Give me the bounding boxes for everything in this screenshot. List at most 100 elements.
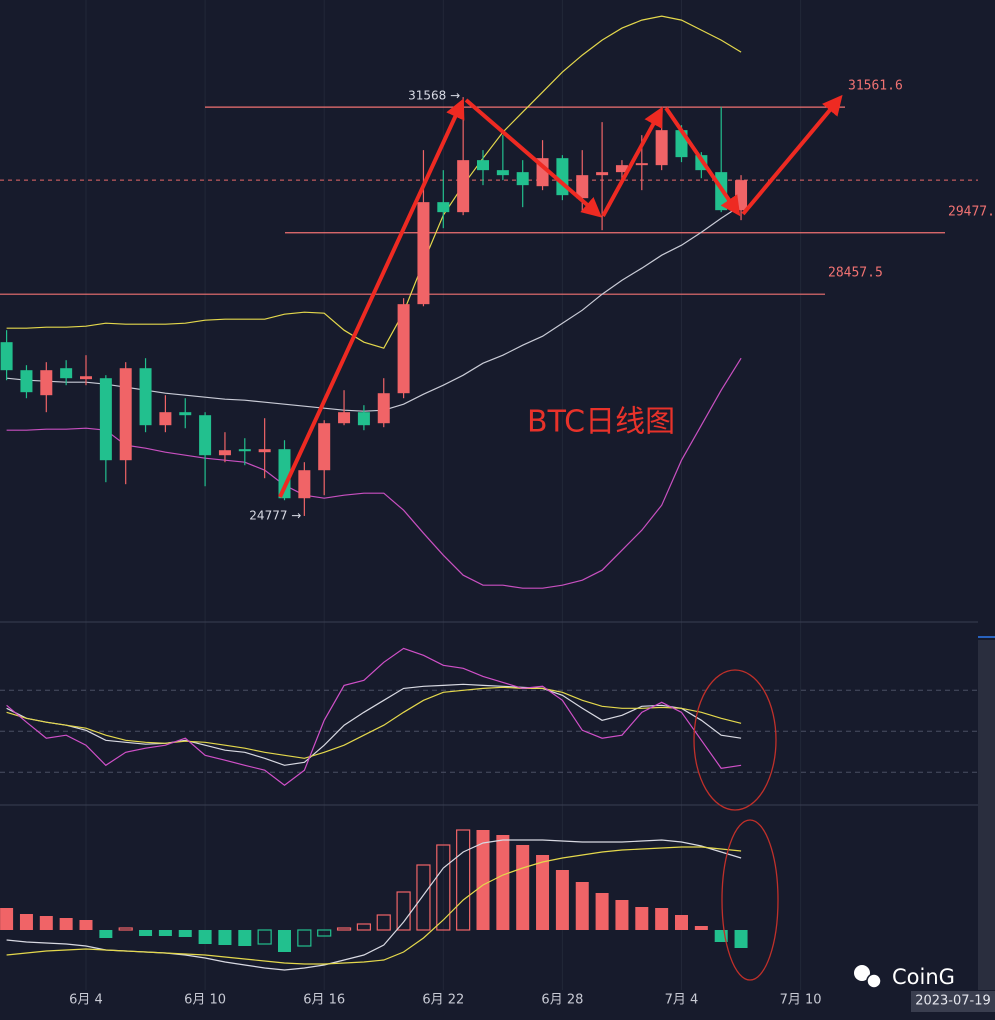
candle-body [496, 170, 509, 176]
histogram-bar [158, 930, 172, 936]
candle-body [238, 449, 251, 452]
x-tick-label: 6月 10 [184, 993, 226, 1008]
histogram-bar [19, 914, 33, 930]
price-line-label: 31561.6 [848, 79, 903, 94]
histogram-bar [555, 870, 569, 930]
candle-body [457, 160, 470, 213]
highlight-ellipse [721, 819, 779, 981]
candle-body [437, 202, 450, 213]
date-badge [911, 991, 995, 1012]
histogram-bar [496, 835, 510, 930]
chart-title: BTC日线图 [527, 405, 675, 440]
candle-body [735, 180, 748, 211]
candle-body [596, 172, 609, 176]
arrow [664, 106, 741, 217]
histogram-bar [675, 915, 688, 930]
candle-body [159, 412, 172, 426]
histogram-bar [694, 926, 708, 930]
candle-body [99, 378, 112, 461]
histogram-bar [297, 929, 312, 947]
candle-body [338, 412, 351, 424]
high-label: 31568 → [408, 89, 460, 103]
histogram-bar [257, 929, 272, 945]
candle-body [258, 449, 271, 453]
histogram-bar [416, 864, 431, 931]
candle-body [615, 165, 628, 173]
indicator-line [6, 683, 742, 766]
x-tick-label: 7月 4 [665, 993, 699, 1008]
x-tick-label: 6月 4 [69, 993, 103, 1008]
candle-body [218, 450, 231, 456]
histogram-bar [178, 930, 192, 937]
histogram-bar [595, 893, 609, 930]
candle-body [377, 393, 390, 424]
histogram-bar [198, 930, 212, 944]
histogram-bar [734, 930, 748, 948]
histogram-bar [39, 916, 53, 930]
histogram-bar [575, 882, 589, 930]
histogram-bar [516, 845, 530, 930]
highlight-ellipse [693, 669, 777, 811]
histogram-bar [436, 844, 451, 931]
arrow [601, 106, 663, 217]
x-tick-label: 6月 28 [541, 993, 583, 1008]
candle-body [655, 130, 668, 166]
candle-body [357, 412, 370, 426]
arrow [741, 94, 843, 216]
candle-body [318, 423, 331, 471]
candle-body [516, 172, 529, 186]
candle-body [0, 342, 13, 371]
scale-strip [978, 640, 995, 990]
x-tick-label: 7月 10 [780, 993, 822, 1008]
low-label: 24777 → [249, 508, 301, 522]
histogram-bar [0, 908, 14, 930]
indicator-line [6, 15, 742, 349]
indicator-line [6, 686, 742, 759]
candle-body [278, 449, 291, 499]
histogram-bar [79, 920, 93, 930]
wechat-icon [854, 965, 882, 989]
candle-body [20, 370, 33, 393]
candle-body [179, 412, 192, 416]
candle-body [199, 415, 212, 456]
icon-bubble [866, 973, 882, 989]
icon-bubble [854, 965, 870, 981]
histogram-bar [336, 927, 352, 931]
candle-body [40, 370, 53, 396]
histogram-bar [238, 930, 252, 946]
price-line-label: 29477. [948, 204, 995, 219]
histogram-bar [456, 829, 471, 931]
candle-body [477, 160, 489, 171]
histogram-bar [356, 923, 371, 931]
histogram-bar [655, 908, 669, 930]
candle-body [635, 163, 648, 166]
x-tick-label: 6月 22 [422, 993, 464, 1008]
arrow [278, 98, 465, 498]
histogram-bar [99, 930, 113, 938]
indicator-line [6, 846, 742, 965]
candle-body [298, 470, 311, 499]
watermark: CoinG [892, 965, 955, 989]
histogram-bar [615, 900, 629, 930]
histogram-bar [278, 930, 291, 952]
candle-body [60, 368, 73, 379]
date-badge-text: 2023-07-19 [915, 994, 991, 1009]
candle-body [139, 368, 152, 426]
histogram-bar [218, 930, 232, 945]
histogram-bar [376, 914, 391, 931]
trend-arrows [278, 94, 843, 498]
histogram-bar [317, 929, 332, 937]
histogram-bar [396, 891, 411, 931]
candle-body [80, 376, 92, 380]
arrow [464, 98, 603, 218]
candle-body [119, 368, 132, 461]
x-tick-label: 6月 16 [303, 993, 345, 1008]
histogram-bar [59, 918, 73, 930]
histogram-bar [476, 830, 490, 930]
histogram-bar [139, 930, 153, 936]
histogram-bar [118, 927, 133, 931]
candle-body [417, 202, 430, 305]
